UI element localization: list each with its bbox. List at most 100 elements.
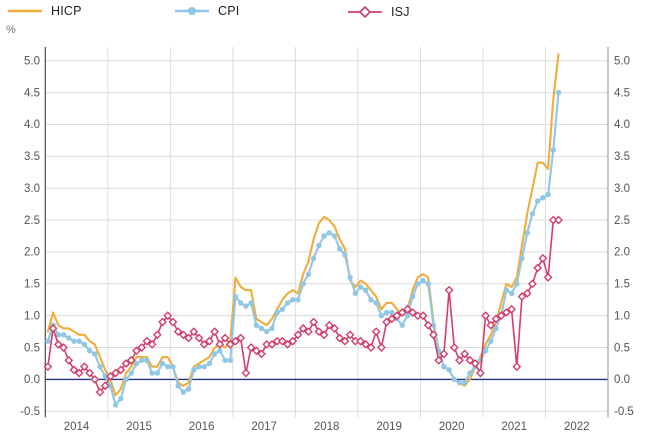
y-tick-label: 4.0 xyxy=(24,119,40,131)
isj-point xyxy=(246,343,256,352)
isj-point xyxy=(434,355,444,365)
chart-legend: HICP CPI ISJ xyxy=(0,4,648,24)
isj-point xyxy=(116,365,126,375)
isj-point xyxy=(194,333,204,343)
x-year-label: 2021 xyxy=(501,421,527,433)
isj-point xyxy=(387,314,397,324)
legend-item-cpi[interactable]: CPI xyxy=(175,4,239,18)
cpi-point xyxy=(363,287,369,293)
y-tick-label: 1.5 xyxy=(24,279,40,291)
cpi-point xyxy=(488,338,494,344)
cpi-point xyxy=(71,338,77,344)
isj-point xyxy=(554,215,563,225)
cpi-point xyxy=(368,297,374,303)
isj-point xyxy=(470,359,480,368)
cpi-point xyxy=(118,395,124,402)
cpi-point xyxy=(264,328,270,335)
isj-point xyxy=(163,311,173,321)
cpi-point xyxy=(524,230,530,236)
cpi-point xyxy=(185,386,192,392)
x-year-label: 2017 xyxy=(251,421,277,433)
cpi-point xyxy=(389,309,395,316)
cpi-point xyxy=(529,210,536,217)
cpi-point xyxy=(321,233,327,239)
cpi-point xyxy=(159,360,166,367)
isj-point xyxy=(147,339,157,349)
isj-point xyxy=(502,308,511,317)
isj-point xyxy=(356,336,365,346)
isj-point xyxy=(220,333,230,343)
cpi-point xyxy=(467,370,473,376)
legend-item-hicp[interactable]: HICP xyxy=(8,4,82,18)
isj-point xyxy=(142,336,152,346)
isj-point xyxy=(257,349,266,359)
isj-point xyxy=(522,288,532,298)
isj-point xyxy=(199,339,209,349)
cpi-point xyxy=(508,290,515,297)
y-tick-label: 3.5 xyxy=(614,151,630,163)
isj-point xyxy=(215,339,225,349)
cpi-point xyxy=(97,363,103,370)
hicp-line-swatch-icon xyxy=(8,9,42,13)
y-axis-labels-right: 5.0 4.5 4.0 3.5 3.0 2.5 2.0 1.5 1.0 0.5 0.0 -0.5 xyxy=(614,56,634,419)
cpi-point xyxy=(237,300,244,306)
cpi-point xyxy=(347,274,353,281)
cpi-point xyxy=(550,147,556,153)
isj-point xyxy=(121,359,131,368)
cpi-point xyxy=(493,325,499,332)
y-tick-label: 4.0 xyxy=(614,119,630,131)
y-tick-label: 1.0 xyxy=(24,310,40,322)
cpi-point xyxy=(133,360,140,367)
isj-point xyxy=(210,327,220,337)
cpi-point xyxy=(284,300,291,306)
isj-point xyxy=(59,343,68,352)
isj-point xyxy=(304,327,313,337)
cpi-point xyxy=(149,370,155,376)
cpi-point xyxy=(86,348,93,354)
cpi-point xyxy=(300,281,306,287)
isj-point xyxy=(85,368,94,378)
cpi-point xyxy=(357,284,364,290)
cpi-point xyxy=(191,367,197,373)
isj-point xyxy=(111,368,121,378)
isj-point xyxy=(137,343,147,352)
x-year-label: 2018 xyxy=(314,421,340,433)
cpi-point xyxy=(196,363,202,370)
cpi-point xyxy=(399,322,405,328)
isj-point xyxy=(392,311,402,321)
cpi-point xyxy=(326,230,332,236)
legend-label-hicp: HICP xyxy=(51,4,82,18)
legend-label-isj: ISJ xyxy=(391,5,410,19)
legend-item-isj[interactable]: ISJ xyxy=(348,4,410,20)
cpi-point xyxy=(222,357,228,364)
isj-point xyxy=(225,339,235,349)
x-axis-labels: 2014 2015 2016 2017 2018 2019 2020 2021 2022 xyxy=(64,421,590,433)
series-hicp xyxy=(46,53,560,397)
y-tick-label: 0.5 xyxy=(614,342,630,354)
cpi-point xyxy=(383,309,390,316)
cpi-point xyxy=(316,242,322,249)
isj-point xyxy=(382,317,391,327)
cpi-point xyxy=(206,360,213,367)
y-tick-label: 5.0 xyxy=(614,56,630,68)
y-tick-label: 2.5 xyxy=(24,215,40,227)
cpi-point xyxy=(232,293,239,300)
isj-point xyxy=(486,320,496,330)
isj-point xyxy=(418,311,428,321)
isj-diamond-swatch-icon xyxy=(348,5,382,19)
isj-point xyxy=(340,336,350,346)
cpi-point xyxy=(462,379,468,386)
x-year-label: 2020 xyxy=(439,421,465,433)
cpi-point xyxy=(81,341,88,348)
isj-point xyxy=(429,330,438,340)
isj-point xyxy=(152,330,162,340)
isj-point xyxy=(173,327,183,337)
series-cpi xyxy=(45,89,562,408)
isj-point xyxy=(512,362,522,372)
isj-point xyxy=(543,273,553,282)
isj-point xyxy=(465,355,475,365)
isj-point xyxy=(126,355,136,365)
isj-point xyxy=(538,253,548,263)
isj-point xyxy=(423,320,433,330)
